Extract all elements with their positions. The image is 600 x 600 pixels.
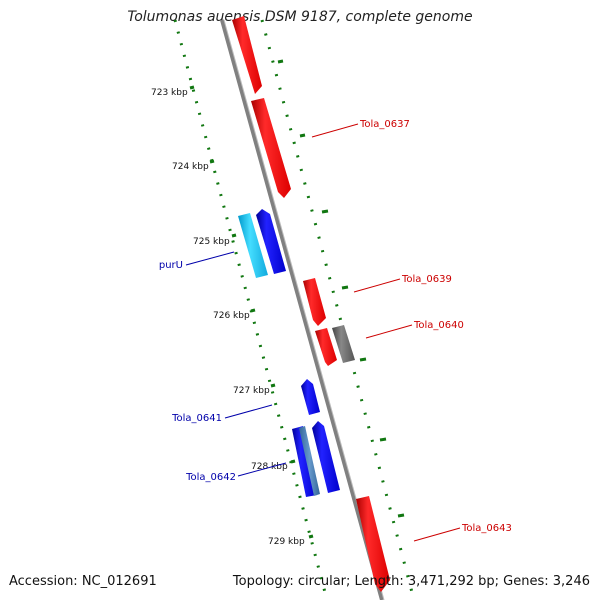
- tick-label-725: 725 kbp: [193, 237, 230, 247]
- genome-backbone: [220, 19, 384, 600]
- gene-tola-0642[interactable]: [292, 421, 340, 497]
- gene-tola-0639[interactable]: [303, 278, 326, 326]
- gene-label-tola-0642: Tola_0642: [185, 472, 236, 483]
- gene-label-tola-0640: Tola_0640: [413, 320, 464, 331]
- gene-label-tola-0643: Tola_0643: [461, 523, 512, 534]
- gc-dashes: [189, 59, 405, 539]
- gene-top-partial[interactable]: [232, 16, 262, 94]
- map-title: Tolumonas auensis DSM 9187, complete gen…: [127, 9, 473, 25]
- gene-label-tola-0641: Tola_0641: [171, 413, 222, 424]
- gene-label-tola-0639: Tola_0639: [401, 274, 452, 285]
- gene-tola-0640[interactable]: [315, 325, 355, 366]
- tick-label-723: 723 kbp: [151, 88, 188, 98]
- gene-tola-0637[interactable]: [251, 98, 291, 198]
- genome-summary-text: Topology: circular; Length: 3,471,292 bp…: [232, 574, 590, 589]
- tick-label-726: 726 kbp: [213, 311, 250, 321]
- gc-track-right: [260, 19, 416, 600]
- gene-label-tola-0637: Tola_0637: [359, 119, 410, 130]
- tick-label-727: 727 kbp: [233, 386, 270, 396]
- tick-label-724: 724 kbp: [172, 162, 209, 172]
- gene-tola-0641[interactable]: [301, 379, 320, 415]
- tick-label-729: 729 kbp: [268, 537, 305, 547]
- gene-purU[interactable]: [238, 209, 286, 278]
- accession-text: Accession: NC_012691: [9, 574, 157, 589]
- gene-tola-0643[interactable]: [356, 496, 390, 592]
- gene-label-purU: purU: [159, 260, 183, 271]
